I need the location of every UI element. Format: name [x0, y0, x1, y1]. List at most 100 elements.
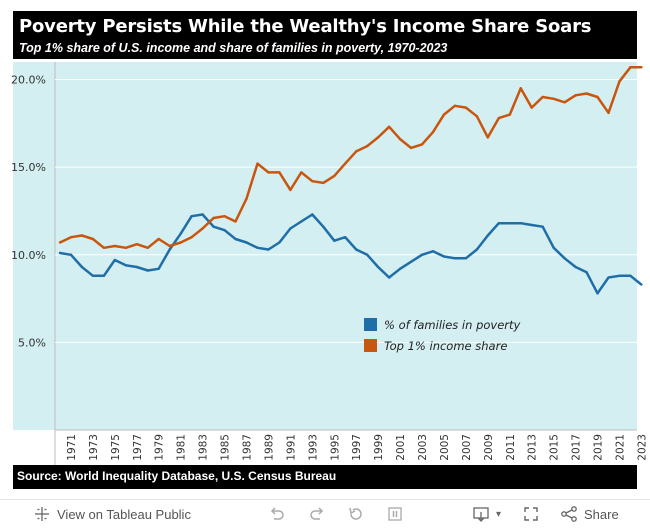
data-point	[256, 246, 259, 249]
y-tick-label: 15.0%	[11, 161, 46, 174]
data-point	[234, 220, 237, 223]
download-icon	[472, 505, 490, 523]
data-point	[124, 246, 128, 249]
data-point	[629, 66, 632, 69]
download-button[interactable]: ▾	[472, 505, 501, 523]
x-tick-label: 1987	[241, 434, 253, 461]
data-point	[453, 104, 457, 108]
x-tick-label: 1999	[373, 434, 385, 461]
x-tick-label: 2003	[417, 434, 429, 461]
x-tick-label: 1993	[307, 434, 319, 461]
data-point	[398, 267, 402, 270]
line-chart[interactable]: 5.0% 10.0% 15.0% 20.0% 1971 1973 1975 1977 1979…	[0, 0, 650, 465]
data-point	[58, 241, 62, 244]
plot-background	[13, 62, 637, 430]
legend-swatch	[364, 318, 377, 331]
data-point	[69, 253, 73, 256]
x-tick-label: 2001	[395, 434, 407, 461]
share-icon	[560, 505, 578, 523]
fullscreen-button[interactable]	[522, 505, 540, 523]
data-point	[519, 222, 522, 225]
undo-icon	[268, 505, 286, 523]
data-point	[190, 236, 193, 239]
data-point	[442, 255, 446, 258]
x-tick-label: 1973	[88, 434, 100, 461]
data-point	[387, 276, 391, 279]
chart-subtitle: Top 1% share of U.S. income and share of…	[19, 41, 448, 55]
data-point	[640, 283, 643, 286]
x-tick-label: 2011	[505, 434, 517, 461]
data-point	[596, 95, 599, 99]
data-point	[574, 265, 577, 269]
x-tick-label: 2005	[439, 434, 451, 461]
share-label: Share	[584, 506, 619, 522]
redo-icon	[308, 505, 326, 523]
y-tick-label: 20.0%	[11, 74, 46, 87]
data-point	[278, 241, 281, 244]
data-point	[223, 215, 226, 218]
data-point	[300, 220, 303, 223]
x-tick-label: 1979	[154, 434, 166, 461]
x-tick-label: 2023	[636, 434, 648, 461]
x-tick-label: 1975	[110, 434, 122, 461]
data-point	[267, 248, 270, 251]
data-point	[354, 150, 358, 153]
data-point	[497, 222, 500, 225]
data-point	[420, 253, 424, 256]
data-point	[201, 213, 204, 216]
data-point	[574, 94, 577, 97]
pause-button[interactable]	[386, 505, 404, 523]
x-tick-label: 1989	[263, 434, 275, 461]
fullscreen-icon	[522, 505, 540, 523]
data-point	[365, 144, 369, 148]
data-point	[135, 265, 138, 269]
legend-label: Top 1% income share	[384, 339, 507, 353]
data-point	[135, 243, 138, 246]
source-text: Source: World Inequality Database, U.S. …	[17, 469, 337, 483]
data-point	[409, 146, 413, 150]
data-point	[146, 246, 149, 249]
series-line-0	[59, 213, 643, 295]
data-point	[91, 237, 95, 241]
data-point	[431, 250, 435, 253]
view-on-tableau-label: View on Tableau Public	[57, 506, 191, 522]
data-point	[607, 111, 610, 115]
share-button[interactable]: Share	[560, 505, 619, 523]
data-point	[245, 241, 248, 244]
data-point	[475, 115, 479, 118]
undo-button[interactable]	[268, 505, 286, 523]
data-point	[278, 171, 281, 174]
revert-button[interactable]	[347, 505, 365, 523]
data-point	[201, 227, 204, 230]
redo-button[interactable]	[308, 505, 326, 523]
data-point	[519, 87, 522, 90]
data-point	[629, 274, 632, 277]
data-point	[168, 248, 171, 251]
tableau-toolbar: View on Tableau Public ▾ Share	[0, 499, 650, 528]
data-point	[640, 66, 643, 69]
legend-label: % of families in poverty	[384, 318, 521, 332]
data-point	[69, 236, 73, 239]
revert-icon	[347, 505, 365, 523]
data-point	[563, 101, 566, 104]
data-point	[618, 80, 621, 83]
chevron-down-icon: ▾	[496, 508, 502, 520]
data-point	[300, 171, 303, 174]
data-point	[333, 174, 336, 178]
x-tick-label: 1995	[329, 434, 341, 461]
x-tick-label: 2017	[571, 434, 583, 461]
data-point	[311, 213, 314, 216]
pause-icon	[386, 505, 404, 523]
series-line-1	[59, 66, 642, 250]
view-on-tableau-link[interactable]: View on Tableau Public	[33, 505, 191, 523]
data-point	[387, 125, 391, 129]
data-point	[585, 92, 588, 95]
data-point	[289, 188, 292, 192]
data-point	[102, 246, 106, 249]
data-point	[157, 237, 160, 241]
data-point	[530, 223, 533, 227]
data-point	[376, 265, 380, 269]
data-point	[486, 136, 490, 139]
data-point	[289, 227, 292, 230]
data-point	[552, 246, 555, 249]
